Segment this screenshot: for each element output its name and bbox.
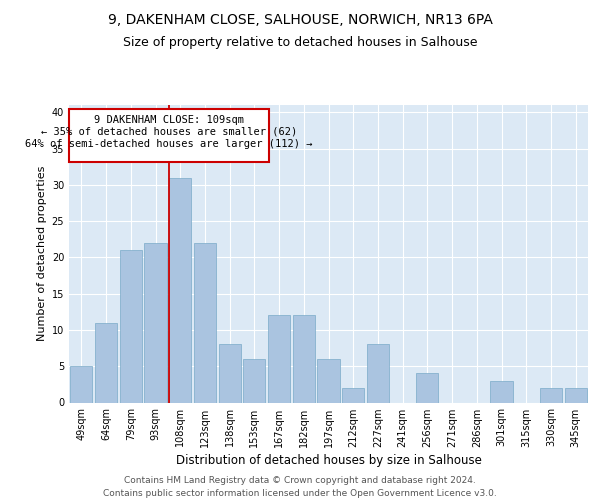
X-axis label: Distribution of detached houses by size in Salhouse: Distribution of detached houses by size … [176,454,481,467]
Text: Size of property relative to detached houses in Salhouse: Size of property relative to detached ho… [123,36,477,49]
Text: ← 35% of detached houses are smaller (62): ← 35% of detached houses are smaller (62… [41,127,297,137]
Text: 64% of semi-detached houses are larger (112) →: 64% of semi-detached houses are larger (… [25,139,313,149]
FancyBboxPatch shape [69,108,269,162]
Text: Contains public sector information licensed under the Open Government Licence v3: Contains public sector information licen… [103,489,497,498]
Bar [490,380,512,402]
Bar [169,178,191,402]
Bar [565,388,587,402]
Bar [119,250,142,402]
Bar [367,344,389,403]
Bar [145,243,167,402]
Text: Contains HM Land Registry data © Crown copyright and database right 2024.: Contains HM Land Registry data © Crown c… [124,476,476,485]
Bar [317,359,340,403]
Bar [540,388,562,402]
Text: 9, DAKENHAM CLOSE, SALHOUSE, NORWICH, NR13 6PA: 9, DAKENHAM CLOSE, SALHOUSE, NORWICH, NR… [107,12,493,26]
Bar [243,359,265,403]
Y-axis label: Number of detached properties: Number of detached properties [37,166,47,342]
Bar [342,388,364,402]
Bar [194,243,216,402]
Bar [218,344,241,403]
Bar [293,316,315,402]
Bar [268,316,290,402]
Bar [70,366,92,403]
Text: 9 DAKENHAM CLOSE: 109sqm: 9 DAKENHAM CLOSE: 109sqm [94,115,244,125]
Bar [416,374,439,402]
Bar [95,322,117,402]
